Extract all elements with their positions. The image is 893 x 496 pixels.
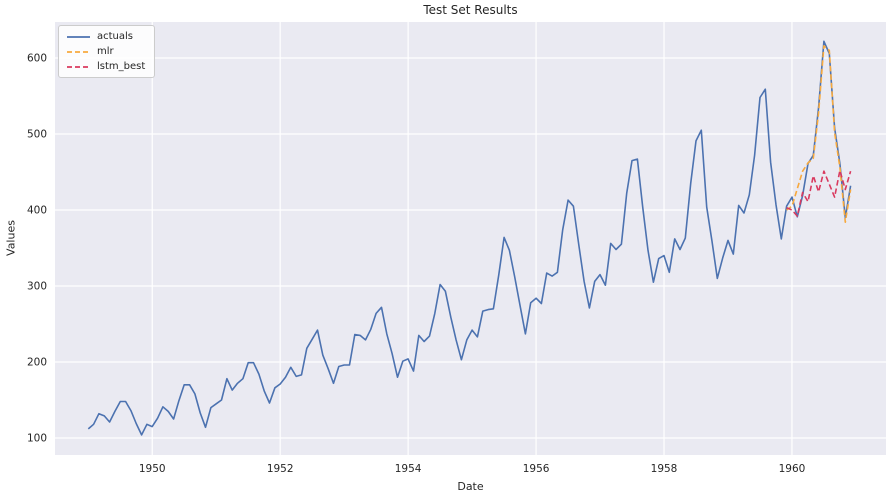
legend-item-mlr: mlr (66, 46, 145, 57)
y-tick-label: 400 (27, 205, 47, 217)
x-tick-label: 1958 (651, 463, 678, 475)
series-mlr (786, 45, 852, 223)
y-tick-label: 500 (27, 129, 47, 141)
x-axis-label: Date (457, 480, 484, 493)
legend-line-actuals (67, 35, 90, 38)
x-tick-label: 1960 (779, 463, 806, 475)
x-tick-label: 1954 (395, 463, 422, 475)
legend-item-actuals: actuals (66, 31, 145, 42)
x-tick-label: 1950 (139, 463, 166, 475)
legend-label-mlr: mlr (97, 46, 114, 57)
legend-item-lstm-best: lstm_best (66, 61, 145, 72)
plot-background (55, 22, 886, 455)
y-tick-label: 300 (27, 280, 47, 292)
legend: actuals mlr lstm_best (58, 25, 156, 78)
chart-title: Test Set Results (423, 3, 518, 17)
series-actuals (87, 40, 852, 436)
legend-label-lstm-best: lstm_best (97, 61, 146, 72)
series-lstm_best (786, 169, 852, 217)
x-tick-label: 1952 (267, 463, 294, 475)
y-axis-label: Values (4, 220, 18, 256)
y-tick-label: 600 (27, 53, 47, 65)
x-tick-label: 1956 (523, 463, 550, 475)
y-tick-label: 100 (27, 432, 47, 444)
y-tick-label: 200 (27, 356, 47, 368)
legend-label-actuals: actuals (97, 31, 134, 42)
legend-line-lstm-best (67, 65, 90, 68)
legend-line-mlr (67, 50, 90, 53)
